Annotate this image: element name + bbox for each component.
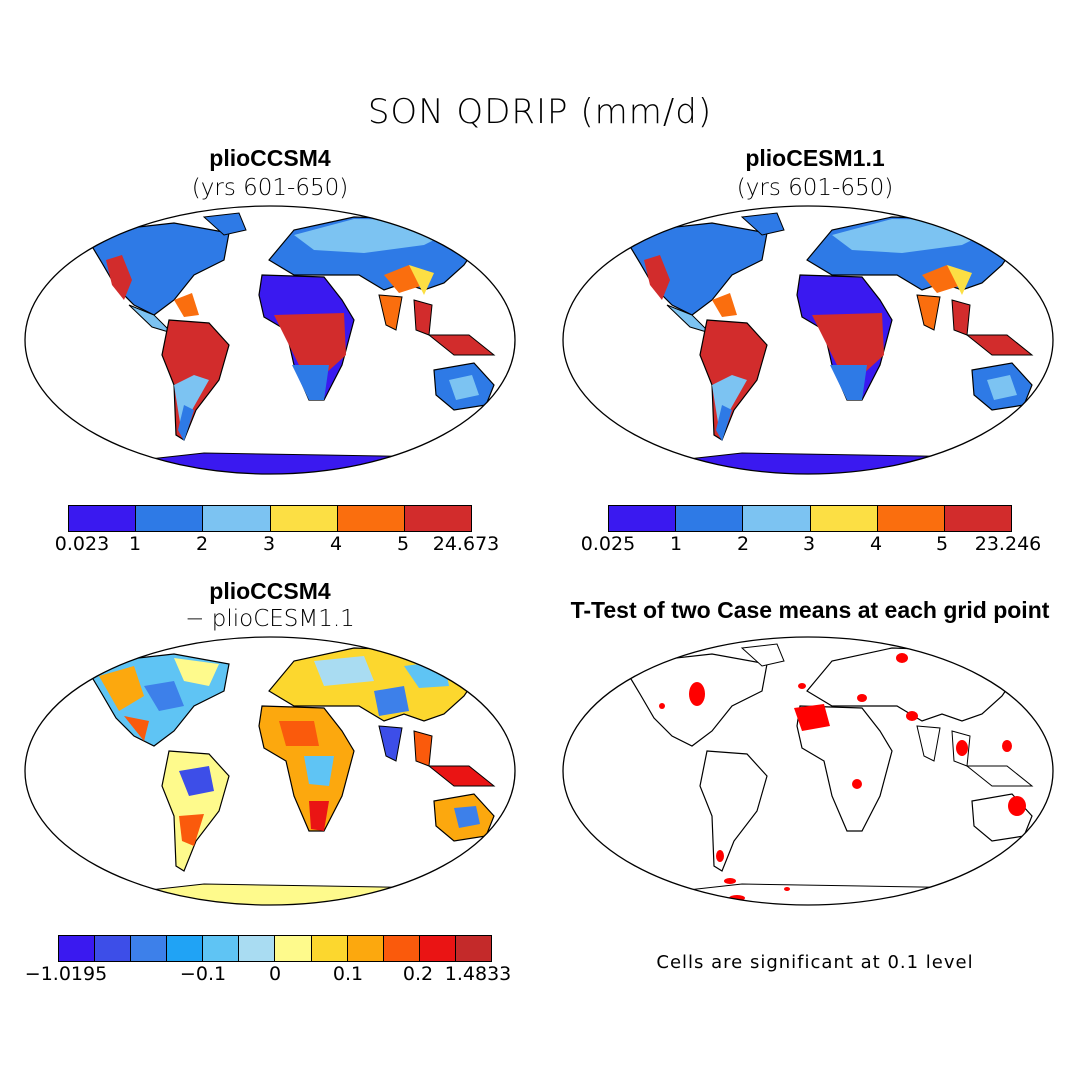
panel1-colorbar-label: 3 (262, 533, 276, 555)
colorbar-box (609, 506, 677, 531)
colorbar-box (270, 506, 338, 531)
panel3-colorbar-label: 0 (268, 963, 282, 985)
panel3-colorbar-label: −1.0195 (24, 963, 108, 985)
panel1-colorbar-label: 2 (195, 533, 209, 555)
colorbar-box (311, 936, 348, 961)
panel1-colorbar-label: 1 (128, 533, 142, 555)
colorbar-box (95, 936, 132, 961)
colorbar-box (131, 936, 168, 961)
panel3-colorbar-label: 0.2 (402, 963, 434, 985)
panel3-colorbar-label: 0.1 (332, 963, 364, 985)
panel3-map (24, 636, 518, 908)
colorbar-box (743, 506, 811, 531)
panel1-colorbar-label: 5 (396, 533, 410, 555)
colorbar-box (167, 936, 204, 961)
panel3-subtitle: − plioCESM1.1 (185, 606, 355, 632)
panel3-colorbar-label: 1.4833 (444, 963, 512, 985)
colorbar-box (203, 936, 240, 961)
colorbar-box (275, 936, 312, 961)
colorbar-box (877, 506, 945, 531)
colorbar-box (69, 506, 137, 531)
panel2-colorbar (608, 505, 1012, 532)
colorbar-box (59, 936, 96, 961)
colorbar-box (383, 936, 420, 961)
colorbar-box (676, 506, 744, 531)
panel2-colorbar-label: 23.246 (974, 533, 1042, 555)
colorbar-box (239, 936, 276, 961)
panel3-colorbar-label: −0.1 (179, 963, 227, 985)
colorbar-box (136, 506, 204, 531)
figure-title: SON QDRIP (mm/d) (367, 92, 713, 132)
panel2-colorbar-label: 5 (935, 533, 949, 555)
colorbar-box (455, 936, 491, 961)
colorbar-box (944, 506, 1012, 531)
significance-note: Cells are significant at 0.1 level (656, 952, 974, 973)
colorbar-box (404, 506, 472, 531)
panel3-title: plioCCSM4 (209, 578, 331, 604)
panel1-subtitle: (yrs 601-650) (191, 175, 349, 201)
panel2-map (562, 205, 1056, 477)
colorbar-box (347, 936, 384, 961)
panel2-title: plioCESM1.1 (745, 145, 885, 171)
panel2-colorbar-label: 3 (802, 533, 816, 555)
panel2-colorbar-label: 1 (669, 533, 683, 555)
panel1-colorbar (68, 505, 472, 532)
colorbar-box (419, 936, 456, 961)
panel1-colorbar-label: 0.023 (54, 533, 110, 555)
colorbar-box (203, 506, 271, 531)
panel4-title: T-Test of two Case means at each grid po… (570, 597, 1050, 623)
panel3-colorbar (58, 935, 492, 962)
colorbar-box (810, 506, 878, 531)
panel2-colorbar-label: 4 (869, 533, 883, 555)
panel2-subtitle: (yrs 601-650) (736, 175, 894, 201)
panel2-colorbar-label: 0.025 (580, 533, 636, 555)
colorbar-box (337, 506, 405, 531)
panel1-colorbar-label: 24.673 (432, 533, 500, 555)
panel4-map (562, 636, 1056, 908)
panel1-title: plioCCSM4 (209, 145, 331, 171)
panel1-colorbar-label: 4 (329, 533, 343, 555)
panel2-colorbar-label: 2 (736, 533, 750, 555)
panel1-map (24, 205, 518, 477)
